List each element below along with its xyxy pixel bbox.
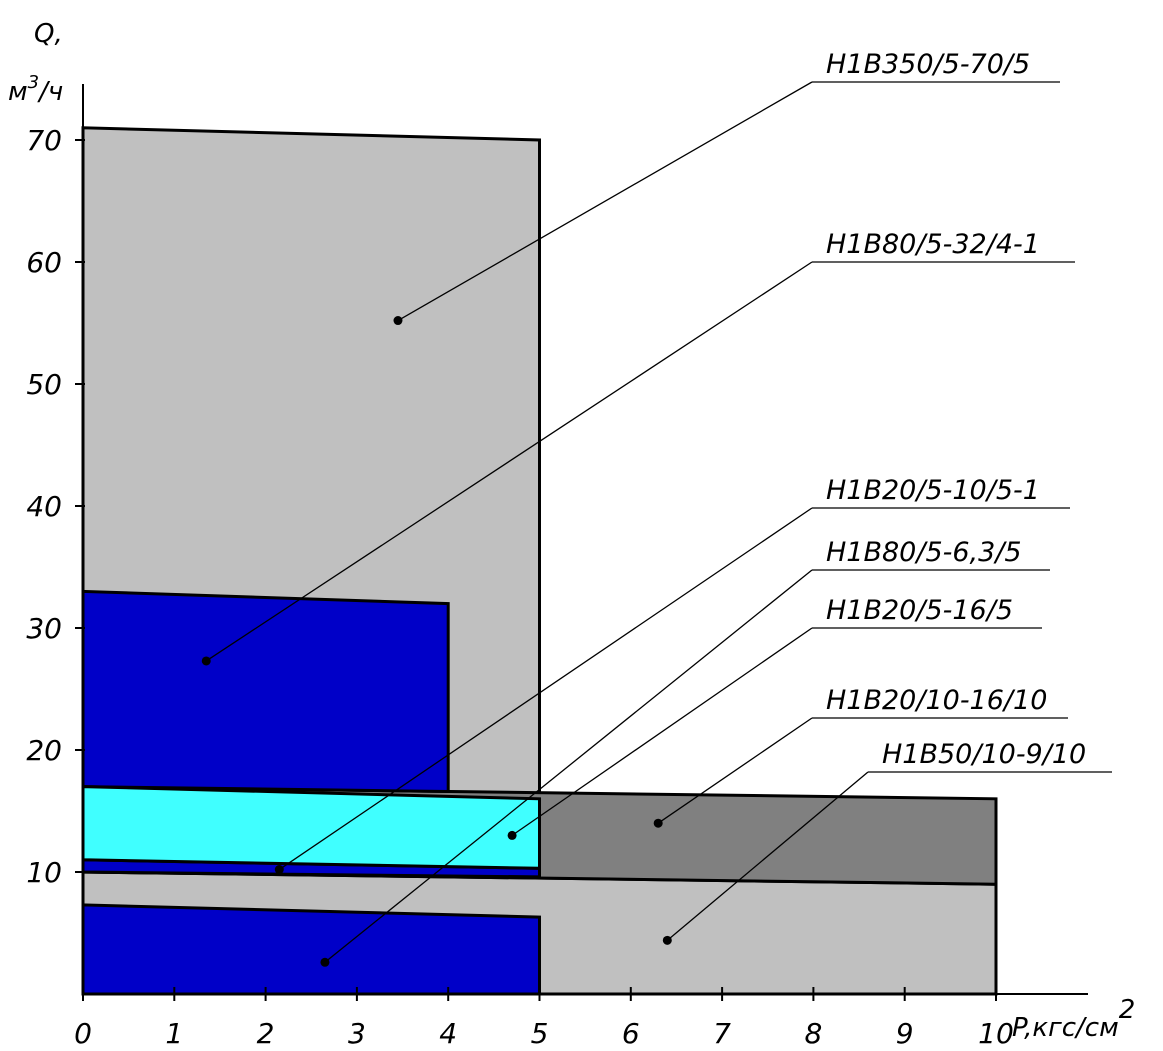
leader-line-2 xyxy=(278,507,813,871)
legend-label-2: Н1В20/5-10/5-1 xyxy=(826,475,1040,506)
legend-label-4: Н1В20/5-16/5 xyxy=(826,595,1013,626)
leader-line-1 xyxy=(205,261,813,662)
leader-marker-3 xyxy=(320,957,330,967)
legend-label-5: Н1В20/10-16/10 xyxy=(826,685,1047,716)
leader-marker-5 xyxy=(653,818,663,828)
leader-line-3 xyxy=(324,569,813,963)
regions-layer xyxy=(81,126,998,996)
y-tick-label-0: 10 xyxy=(26,856,62,889)
x-tick-label-5: 5 xyxy=(531,1017,549,1050)
x-tick-label-6: 6 xyxy=(622,1017,640,1050)
x-axis-label-sup: 2 xyxy=(1119,995,1136,1025)
y-axis-label-per-h: /ч xyxy=(37,77,63,107)
x-tick-label-3: 3 xyxy=(348,1017,366,1050)
legend-label-3: Н1В80/5-6,3/5 xyxy=(826,537,1022,568)
y-tick-label-1: 20 xyxy=(26,734,62,767)
leader-marker-2 xyxy=(274,865,284,875)
region-5 xyxy=(81,785,541,870)
region-6 xyxy=(81,903,541,996)
leader-marker-4 xyxy=(507,830,517,840)
leader-line-4 xyxy=(511,627,813,836)
leader-marker-1 xyxy=(201,656,211,666)
x-tick-label-8: 8 xyxy=(804,1017,822,1050)
leaders-layer xyxy=(201,81,1112,967)
axes-layer xyxy=(82,84,1088,995)
y-tick-label-5: 60 xyxy=(26,246,62,279)
leader-line-5 xyxy=(657,717,813,824)
leader-marker-0 xyxy=(393,316,403,326)
y-axis-label-q: Q, xyxy=(34,19,63,49)
y-axis-label-sup: 3 xyxy=(28,72,39,93)
labels-layer: Q, м3/ч P,кгс/см2 Н1В350/5-70/5 Н1В80/5-3… xyxy=(8,19,1135,1043)
x-axis-label-text: P,кгс/см xyxy=(1012,1013,1119,1043)
legend-label-6: Н1В50/10-9/10 xyxy=(882,739,1086,770)
x-tick-label-0: 0 xyxy=(74,1017,92,1050)
y-tick-label-3: 40 xyxy=(26,490,62,523)
x-tick-label-4: 4 xyxy=(439,1017,457,1050)
x-tick-label-1: 1 xyxy=(165,1017,183,1050)
y-tick-label-2: 30 xyxy=(26,612,62,645)
legend-label-1: Н1В80/5-32/4-1 xyxy=(826,229,1040,260)
x-tick-label-2: 2 xyxy=(257,1017,275,1050)
x-tick-label-10: 10 xyxy=(978,1017,1014,1050)
y-axis-label-unit: м3/ч xyxy=(8,72,63,107)
y-axis-label-m: м xyxy=(8,77,28,107)
leader-line-0 xyxy=(397,81,813,322)
leader-marker-6 xyxy=(662,935,672,945)
x-tick-label-7: 7 xyxy=(713,1017,731,1050)
x-axis-label: P,кгс/см2 xyxy=(1012,995,1135,1043)
y-tick-label-6: 70 xyxy=(26,124,62,157)
y-tick-label-4: 50 xyxy=(26,368,62,401)
ticks-layer: 0 1 2 3 4 5 6 7 8 9 10 10 20 30 40 50 60 70 xyxy=(26,124,1013,1050)
leader-line-6 xyxy=(666,771,869,941)
x-tick-label-9: 9 xyxy=(896,1017,914,1050)
legend-label-0: Н1В350/5-70/5 xyxy=(826,49,1030,80)
